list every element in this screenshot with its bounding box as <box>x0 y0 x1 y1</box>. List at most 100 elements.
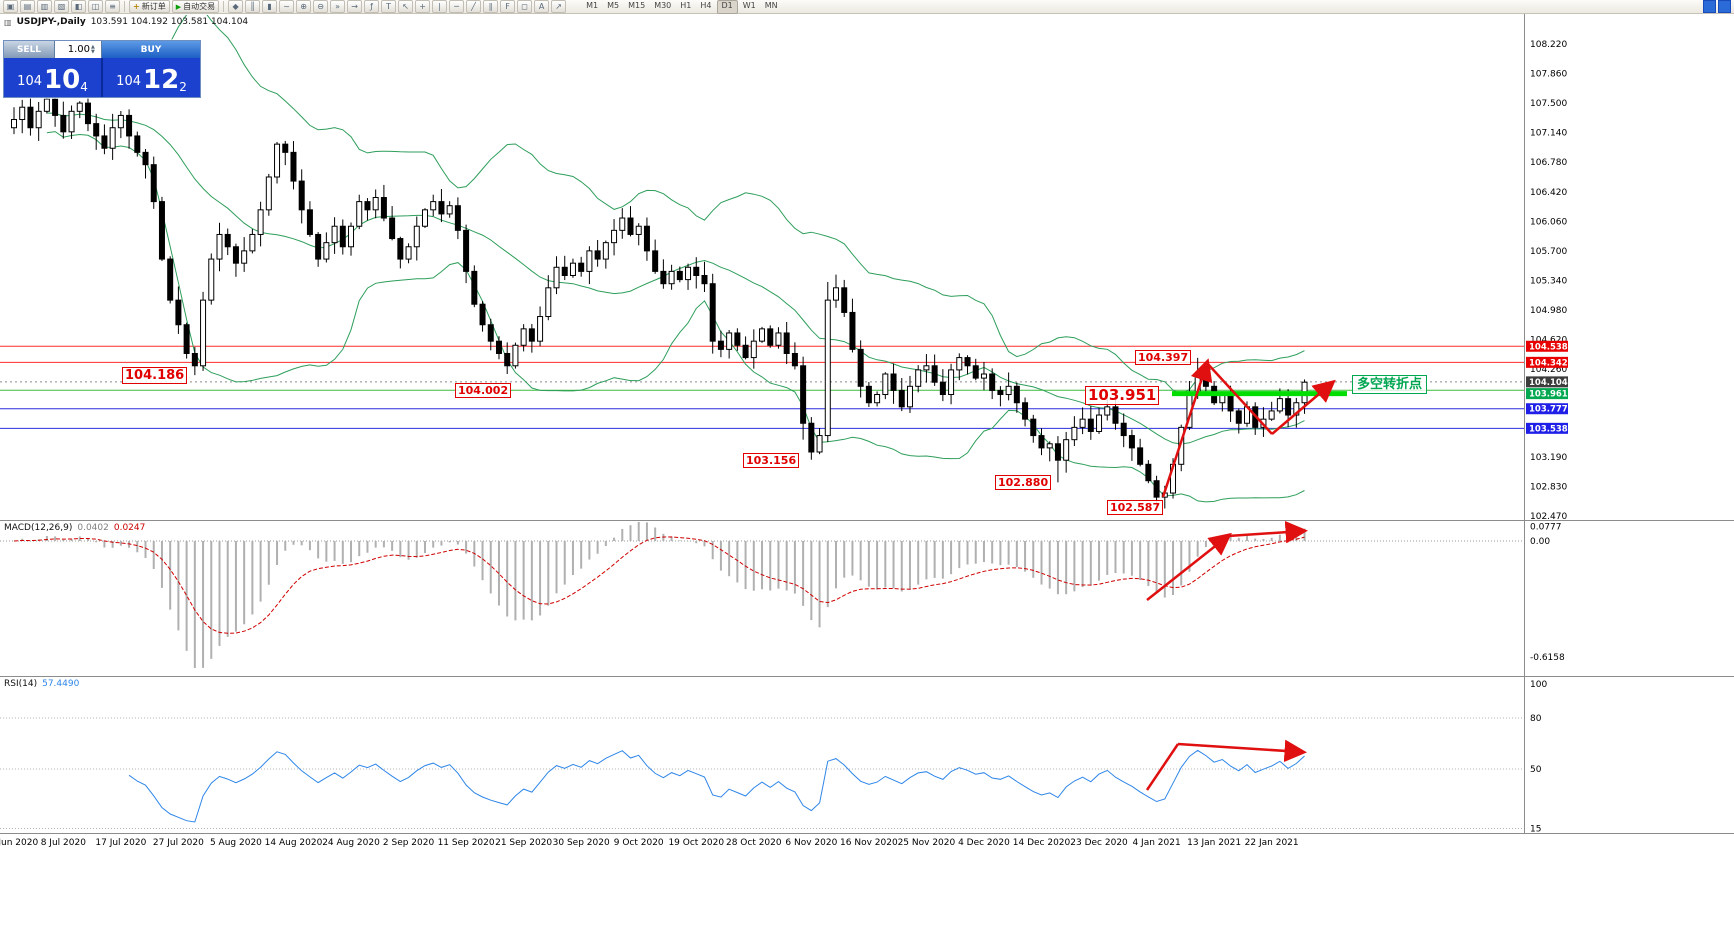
timeframe-button-M1[interactable]: M1 <box>586 0 599 10</box>
price-annotation-103.156[interactable]: 103.156 <box>743 453 800 468</box>
auto-scroll-icon[interactable]: » <box>330 0 346 13</box>
dock-icon[interactable] <box>1703 0 1716 13</box>
svg-text:11 Sep 2020: 11 Sep 2020 <box>438 838 495 848</box>
svg-text:105.700: 105.700 <box>1530 247 1567 257</box>
price-annotation-102.587[interactable]: 102.587 <box>1107 500 1164 515</box>
price-annotation-103.951[interactable]: 103.951 <box>1085 386 1160 405</box>
crosshair-icon[interactable]: + <box>415 0 431 13</box>
buy-button[interactable]: BUY <box>102 41 200 58</box>
strategy-tester-icon[interactable]: ≡ <box>105 0 120 13</box>
chart-symbol-info: ▥ USDJPY-,Daily 103.591 104.192 103.581 … <box>4 17 248 27</box>
svg-text:-0.6158: -0.6158 <box>1530 653 1565 663</box>
svg-text:100: 100 <box>1530 680 1547 690</box>
templates-icon[interactable]: T <box>381 0 397 13</box>
svg-text:27 Jul 2020: 27 Jul 2020 <box>153 838 204 848</box>
arrows-tool-icon[interactable]: ↗ <box>551 0 567 13</box>
line-chart-icon[interactable]: ~ <box>279 0 295 13</box>
trend-arrows[interactable] <box>1145 358 1336 791</box>
svg-text:104.342: 104.342 <box>1529 358 1568 368</box>
toolbar-separator <box>124 1 125 12</box>
symbol-ohlc: 103.591 104.192 103.581 104.104 <box>90 17 249 27</box>
timeframe-button-H1[interactable]: H1 <box>680 0 692 10</box>
terminal-icon[interactable]: ◫ <box>88 0 103 13</box>
svg-text:8 Jul 2020: 8 Jul 2020 <box>41 838 86 848</box>
autotrading-button[interactable]: ▶ 自动交易 <box>171 0 220 13</box>
pivot-annotation-label[interactable]: 多空转折点 <box>1352 375 1428 394</box>
chart-shift-icon[interactable]: → <box>347 0 363 13</box>
vertical-line-icon[interactable]: | <box>432 0 448 13</box>
market-watch-icon[interactable]: ▥ <box>37 0 52 13</box>
svg-text:50: 50 <box>1530 765 1542 775</box>
sell-button[interactable]: SELL <box>4 41 55 58</box>
timeframe-button-H4[interactable]: H4 <box>700 0 712 10</box>
chart-profiles-icon[interactable]: ▤ <box>20 0 35 13</box>
svg-text:108.220: 108.220 <box>1530 40 1567 50</box>
svg-text:6 Nov 2020: 6 Nov 2020 <box>785 838 837 848</box>
channel-icon[interactable]: ∥ <box>483 0 499 13</box>
price-annotation-104.002[interactable]: 104.002 <box>455 383 512 398</box>
zoom-out-icon[interactable]: ⊖ <box>313 0 329 13</box>
timeframe-button-W1[interactable]: W1 <box>742 0 756 10</box>
trendline-icon[interactable]: ╱ <box>466 0 482 13</box>
svg-text:103.190: 103.190 <box>1530 453 1567 463</box>
rsi-panel <box>0 717 1524 829</box>
toolbar-separator <box>223 1 225 12</box>
navigator-icon[interactable]: ◧ <box>71 0 86 13</box>
panel-icon[interactable] <box>1718 0 1731 13</box>
new-order-button[interactable]: + 新订单 <box>129 0 170 13</box>
svg-text:0.00: 0.00 <box>1530 537 1550 547</box>
timeframe-button-M5[interactable]: M5 <box>607 0 620 10</box>
svg-text:13 Jan 2021: 13 Jan 2021 <box>1187 838 1241 848</box>
price-annotation-102.880[interactable]: 102.880 <box>995 475 1052 490</box>
play-icon: ▶ <box>175 2 182 11</box>
zoom-in-icon[interactable]: ⊕ <box>296 0 312 13</box>
timeframe-button-D1[interactable]: D1 <box>716 0 738 14</box>
svg-text:104.620: 104.620 <box>1530 336 1567 346</box>
svg-text:2 Sep 2020: 2 Sep 2020 <box>383 838 435 848</box>
indicators-icon[interactable]: ƒ <box>364 0 380 13</box>
chart-icon: ▥ <box>4 17 12 27</box>
price-annotation-104.397[interactable]: 104.397 <box>1135 350 1192 365</box>
toolbar-right-group <box>1703 0 1731 13</box>
svg-text:105.340: 105.340 <box>1530 276 1567 286</box>
timeframe-button-M15[interactable]: M15 <box>628 0 646 10</box>
sell-price-display[interactable]: 104 10 4 <box>4 58 103 97</box>
level-lines[interactable] <box>0 345 1524 429</box>
svg-text:4 Jan 2021: 4 Jan 2021 <box>1132 838 1180 848</box>
svg-text:106.780: 106.780 <box>1530 158 1567 168</box>
bar-chart-icon[interactable]: ║ <box>245 0 261 13</box>
cursor-icon[interactable]: ↖ <box>398 0 414 13</box>
svg-text:106.060: 106.060 <box>1530 217 1567 227</box>
lot-size-field[interactable]: ▲▼ <box>55 41 102 58</box>
step-down-icon: ▼ <box>91 48 95 55</box>
price-annotation-104.186[interactable]: 104.186 <box>122 367 188 384</box>
svg-text:104.980: 104.980 <box>1530 306 1567 316</box>
metaeditor-icon[interactable]: ◆ <box>228 0 244 13</box>
lot-size-input[interactable] <box>55 44 91 55</box>
svg-text:104.104: 104.104 <box>1529 378 1568 388</box>
lot-stepper[interactable]: ▲ ▼ <box>91 43 95 55</box>
text-tool-icon[interactable]: A <box>534 0 550 13</box>
svg-text:25 Nov 2020: 25 Nov 2020 <box>898 838 956 848</box>
svg-text:102.470: 102.470 <box>1530 512 1567 522</box>
buy-price-display[interactable]: 104 12 2 <box>116 65 187 95</box>
macd-signal-line <box>13 536 1305 634</box>
horizontal-line-icon[interactable]: ─ <box>449 0 465 13</box>
timeframe-group: M1 M5 M15 M30 H1 H4 D1 W1 MN <box>582 0 782 14</box>
shapes-icon[interactable]: ◻ <box>517 0 533 13</box>
svg-text:15: 15 <box>1530 825 1541 835</box>
panel-separators <box>0 14 1734 834</box>
new-chart-icon[interactable]: ▣ <box>3 0 18 13</box>
svg-text:21 Sep 2020: 21 Sep 2020 <box>495 838 552 848</box>
data-window-icon[interactable]: ▧ <box>54 0 69 13</box>
timeframe-button-MN[interactable]: MN <box>764 0 778 10</box>
svg-text:19 Oct 2020: 19 Oct 2020 <box>668 838 724 848</box>
new-order-label: 新订单 <box>141 2 166 11</box>
timeframe-button-M30[interactable]: M30 <box>654 0 672 10</box>
step-up-icon: ▲ <box>91 43 95 50</box>
svg-text:103.961: 103.961 <box>1529 390 1568 400</box>
fibonacci-icon[interactable]: F <box>500 0 516 13</box>
candlestick-chart-icon[interactable]: ▮ <box>262 0 278 13</box>
